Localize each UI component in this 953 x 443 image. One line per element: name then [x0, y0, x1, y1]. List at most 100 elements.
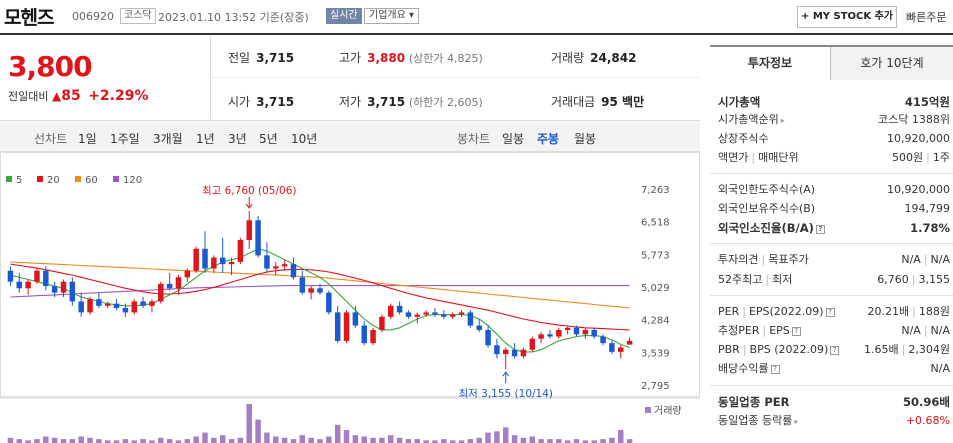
candle-body [423, 312, 429, 315]
candle-body [361, 325, 367, 344]
candle-body [104, 303, 111, 306]
candle-body [405, 312, 412, 317]
shares-value: 10,920,000 [887, 132, 950, 145]
period-10y[interactable]: 10년 [291, 132, 318, 146]
company-info-dropdown[interactable]: 기업개요 ▾ [364, 8, 419, 24]
volume-bar [175, 440, 182, 443]
eps-label: EPS(2022.09) [748, 305, 824, 318]
foreign-hold-row: 외국인보유주식수(B) 194,799 [718, 201, 953, 217]
period-3m[interactable]: 3개월 [153, 132, 183, 146]
volume-bar [600, 439, 606, 443]
volume-bar [388, 435, 394, 443]
tab-invest-info[interactable]: 투자정보 [710, 47, 831, 80]
candle-body [600, 336, 606, 344]
candlestick-chart-svg[interactable]: 7,263 6,518 5,773 5,029 4,284 3,539 2,795 5 20 60… [0, 152, 700, 443]
help-icon[interactable]: ? [815, 225, 825, 234]
candle-body [237, 240, 244, 262]
volume-bar [352, 435, 359, 443]
candle-body [352, 312, 359, 326]
ma-line-5 [10, 248, 630, 353]
week52-high: 6,760 [877, 273, 909, 286]
help-icon[interactable]: ? [770, 365, 780, 374]
candle-body [441, 314, 447, 317]
candle-body [529, 338, 536, 350]
foreign-limit-value: 10,920,000 [887, 183, 950, 196]
target-label: 목표주가 [768, 253, 809, 266]
chevron-right-icon[interactable]: ▸ [794, 417, 799, 426]
add-my-stock-button[interactable]: + MY STOCK 추가 [797, 6, 897, 28]
volume-bar [317, 439, 323, 443]
candle-body [573, 327, 580, 335]
volume-bar [78, 436, 84, 443]
volume-bar [458, 440, 465, 443]
eps-value: 188원 [918, 305, 950, 318]
candle-body [158, 283, 164, 302]
volume-bar [441, 439, 447, 443]
stats-row-divider [210, 77, 700, 78]
est-eps-label: EPS [769, 324, 790, 337]
candle-chart-label: 봉차트 [457, 132, 491, 146]
foreign-rate-value: 1.78% [910, 221, 950, 235]
volume-bar [184, 439, 191, 443]
volume-bar [511, 435, 518, 443]
target-value: N/A [930, 253, 950, 266]
pbr-label: PBR [718, 343, 740, 356]
candle-body [87, 299, 93, 313]
period-1w[interactable]: 1주일 [110, 132, 140, 146]
candle-body [43, 270, 49, 287]
industry-per-row: 동일업종 PER 50.96배 [718, 394, 953, 410]
candle-body [246, 220, 252, 241]
candle-weekly[interactable]: 주봉 [537, 132, 560, 146]
volume-bar [379, 437, 385, 443]
foreign-rate-label: 외국인소진율(B/A) [718, 221, 814, 235]
volume-bar [564, 440, 571, 443]
y-tick-label: 6,518 [641, 218, 670, 229]
week52-high-label: 52주최고 [718, 273, 763, 286]
volume-bar [485, 432, 491, 443]
period-5y[interactable]: 5년 [259, 132, 278, 146]
industry-per-value: 50.96배 [903, 395, 950, 409]
face-value-label: 액면가 [718, 151, 749, 164]
candle-monthly[interactable]: 월봉 [574, 132, 597, 146]
period-1y[interactable]: 1년 [196, 132, 215, 146]
volume-bar [51, 437, 58, 443]
stat-low: 저가 3,715 (하한가 2,605) [339, 93, 483, 110]
period-3y[interactable]: 3년 [228, 132, 247, 146]
candle-body [25, 281, 31, 289]
candle-body [370, 329, 376, 344]
volume-bar [529, 436, 536, 443]
quick-order-link[interactable]: 빠른주문 [906, 11, 947, 24]
high-label: 고가 [339, 51, 362, 65]
industry-rate-value: +0.68% [905, 414, 950, 427]
trade-unit: 1주 [932, 151, 950, 164]
invest-tabs: 투자정보 호가 10단계 [710, 47, 953, 80]
candle-body [617, 347, 624, 352]
volume-bar [405, 439, 412, 443]
prev-close-label: 전일 [228, 51, 251, 65]
candle-body [609, 343, 615, 352]
face-value-row: 액면가 | 매매단위 500원 | 1주 [718, 151, 950, 164]
help-icon[interactable]: ? [825, 308, 835, 317]
chevron-right-icon[interactable]: ▸ [780, 116, 785, 125]
candle-body [51, 286, 58, 293]
dividend-value: N/A [930, 362, 950, 375]
tab-orderbook[interactable]: 호가 10단계 [831, 47, 953, 80]
face-value: 500원 [892, 151, 924, 164]
candle-body [184, 270, 191, 278]
candle-body [140, 301, 146, 306]
volume-bar [467, 439, 474, 443]
volume-bar [246, 404, 252, 443]
realtime-badge[interactable]: 실시간 [326, 8, 362, 24]
help-icon[interactable]: ? [791, 327, 801, 336]
per-value: 20.21배 [867, 305, 910, 318]
stat-amount: 거래대금 95 백만 [551, 93, 644, 110]
stock-chart[interactable]: 7,263 6,518 5,773 5,029 4,284 3,539 2,795 5 20 60… [0, 152, 700, 443]
candle-daily[interactable]: 일봉 [502, 132, 525, 146]
opinion-value: N/A [901, 253, 921, 266]
low-annotation: 최저 3,155 (10/14) [458, 388, 553, 400]
volume-bar [343, 430, 350, 443]
period-1d[interactable]: 1일 [78, 132, 97, 146]
help-icon[interactable]: ? [830, 346, 840, 355]
per-values: 20.21배 | 188원 [867, 305, 950, 318]
opinion-values: N/A | N/A [901, 253, 950, 266]
